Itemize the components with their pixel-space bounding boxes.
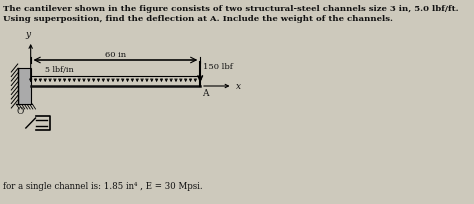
Text: x: x: [236, 82, 241, 91]
Text: The cantilever shown in the figure consists of two structural-steel channels siz: The cantilever shown in the figure consi…: [3, 5, 459, 13]
Text: 150 lbf: 150 lbf: [203, 63, 233, 71]
Bar: [18, 69, 31, 104]
Text: for a single channel is: 1.85 in⁴ , E = 30 Mpsi.: for a single channel is: 1.85 in⁴ , E = …: [3, 181, 203, 190]
Text: 5 lbf/in: 5 lbf/in: [45, 66, 74, 74]
Text: Using superposition, find the deflection at A. Include the weight of the channel: Using superposition, find the deflection…: [3, 15, 393, 23]
Text: 60 in: 60 in: [105, 51, 126, 59]
Text: O: O: [16, 106, 24, 115]
Text: A: A: [202, 89, 208, 98]
Text: y: y: [25, 30, 30, 39]
